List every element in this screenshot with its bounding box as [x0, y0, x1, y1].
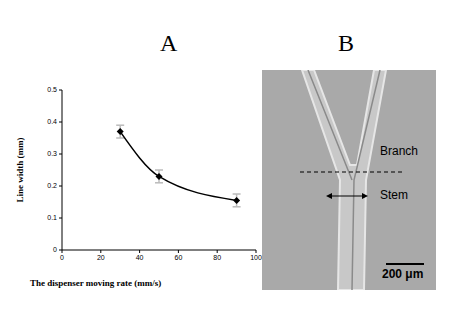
svg-text:40: 40 — [136, 254, 144, 261]
html-text:A: A — [160, 30, 178, 56]
html-text:B: B — [338, 30, 354, 56]
html-text:Stem: Stem — [380, 188, 408, 202]
html-text:200 μm: 200 μm — [382, 267, 424, 281]
html-text:The dispenser moving rate (mm/: The dispenser moving rate (mm/s) — [30, 278, 162, 288]
svg-text:0.1: 0.1 — [47, 214, 57, 221]
svg-text:0: 0 — [53, 246, 57, 253]
svg-text:0.4: 0.4 — [47, 118, 57, 125]
svg-text:100: 100 — [250, 254, 262, 261]
svg-text:0: 0 — [60, 254, 64, 261]
svg-text:0.2: 0.2 — [47, 182, 57, 189]
svg-text:0.5: 0.5 — [47, 86, 57, 93]
html-text:Branch: Branch — [380, 144, 418, 158]
svg-text:20: 20 — [97, 254, 105, 261]
svg-text:0.3: 0.3 — [47, 150, 57, 157]
svg-text:Line width (mm): Line width (mm) — [15, 137, 25, 202]
svg-text:80: 80 — [213, 254, 221, 261]
svg-text:60: 60 — [175, 254, 183, 261]
